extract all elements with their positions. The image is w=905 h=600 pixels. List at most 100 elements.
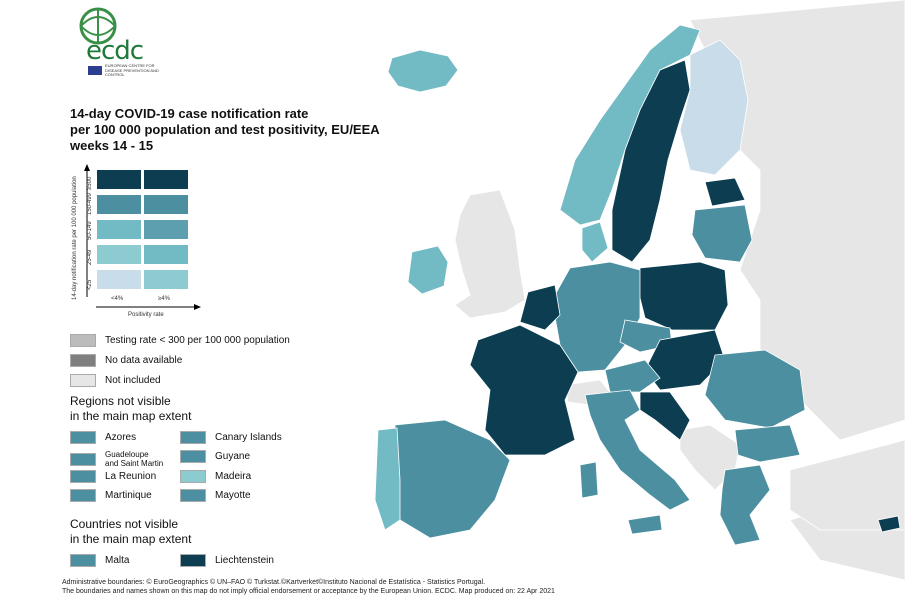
regions-heading-line-1: Regions not visible — [70, 394, 171, 408]
region-martinique-label: Martinique — [105, 490, 152, 501]
matrix-cell — [96, 269, 142, 290]
estonia-region — [704, 177, 746, 207]
legend-notincluded-swatch — [70, 374, 96, 387]
ecdc-logo: ecdc EUROPEAN CENTRE FOR DISEASE PREVENT… — [72, 6, 164, 78]
region-canary-islands: Canary Islands — [180, 431, 282, 444]
matrix-cell — [143, 244, 189, 265]
cyprus-region — [877, 515, 901, 533]
matrix-row-label: 25-49 — [87, 249, 93, 265]
region-guyane-label: Guyane — [215, 451, 251, 462]
title-line-2: per 100 000 population and test positivi… — [70, 122, 380, 137]
region-madeira-swatch — [180, 470, 206, 483]
matrix-col-label: <4% — [111, 296, 124, 302]
country-malta: Malta — [70, 554, 129, 567]
regions-heading: Regions not visible in the main map exte… — [70, 394, 310, 424]
matrix-row-label: 150-499 — [87, 192, 93, 215]
region-guadeloupe-swatch — [70, 452, 96, 466]
romania-region — [704, 349, 806, 429]
footer-line-1: Administrative boundaries: © EuroGeograp… — [62, 579, 486, 586]
region-canary-islands-swatch — [180, 431, 206, 444]
matrix-cell — [96, 169, 142, 190]
legend-testing-label: Testing rate < 300 per 100 000 populatio… — [105, 335, 290, 346]
matrix-cell — [96, 244, 142, 265]
germany-region — [551, 261, 641, 373]
region-la-reunion-label: La Reunion — [105, 471, 157, 482]
region-la-reunion: La Reunion — [70, 470, 156, 483]
france-region — [469, 324, 579, 456]
matrix-cell — [143, 194, 189, 215]
matrix-row-label: ≥500 — [87, 176, 93, 190]
y-axis-arrow-icon — [84, 164, 90, 297]
legend-nodata-label: No data available — [105, 355, 183, 366]
legend-nodata-swatch — [70, 354, 96, 367]
region-azores-label: Azores — [105, 432, 137, 443]
region-guadeloupe-label: Guadeloupe and Saint Martin — [105, 450, 163, 468]
logo-subtitle: EUROPEAN CENTRE FOR DISEASE PREVENTION A… — [105, 63, 159, 77]
portugal-region — [374, 427, 401, 531]
denmark-region — [581, 221, 609, 263]
countries-heading: Countries not visible in the main map ex… — [70, 517, 310, 547]
matrix-y-axis-title: 14-day notification rate per 100 000 pop… — [72, 176, 78, 300]
country-malta-swatch — [70, 554, 96, 567]
matrix-row-label: <25 — [87, 279, 93, 290]
region-guadeloupe-label-line-2: and Saint Martin — [105, 459, 164, 468]
country-liechtenstein: Liechtenstein — [180, 554, 274, 567]
legend-notincluded: Not included — [70, 374, 161, 387]
matrix-row-label: 50-149 — [87, 221, 93, 240]
footer: Administrative boundaries: © EuroGeograp… — [62, 578, 555, 596]
sweden-region — [611, 59, 691, 263]
benelux-region — [519, 284, 561, 331]
legend-notincluded-label: Not included — [105, 375, 161, 386]
uk-region — [454, 189, 526, 319]
country-malta-label: Malta — [105, 555, 130, 566]
croatia-region — [639, 391, 691, 441]
x-axis-arrow-icon — [96, 304, 201, 310]
legend-testing-swatch — [70, 334, 96, 347]
matrix-x-axis-title: Positivity rate — [128, 312, 164, 318]
logo-text: ecdc — [86, 36, 144, 66]
country-liechtenstein-label: Liechtenstein — [215, 555, 274, 566]
footer-line-2: The boundaries and names shown on this m… — [62, 588, 555, 595]
matrix-cell — [143, 169, 189, 190]
region-guadeloupe: Guadeloupe and Saint Martin — [70, 450, 163, 468]
matrix-cell — [143, 219, 189, 240]
map-title: 14-day COVID-19 case notification rate p… — [70, 106, 410, 154]
sardinia-region — [579, 461, 599, 499]
matrix-cell — [96, 219, 142, 240]
finland-region — [679, 39, 749, 176]
latvia-lithuania-region — [691, 204, 753, 263]
bulgaria-region — [734, 424, 801, 463]
title-line-1: 14-day COVID-19 case notification rate — [70, 106, 309, 121]
region-guyane-swatch — [180, 450, 206, 463]
sicily-region — [627, 514, 663, 535]
country-liechtenstein-swatch — [180, 554, 206, 567]
regions-heading-line-2: in the main map extent — [70, 409, 192, 423]
region-la-reunion-swatch — [70, 470, 96, 483]
title-line-3: weeks 14 - 15 — [70, 138, 154, 153]
ireland-region — [407, 245, 449, 295]
region-martinique-swatch — [70, 489, 96, 502]
legend-nodata: No data available — [70, 354, 182, 367]
poland-region — [637, 261, 729, 331]
matrix-cell — [96, 194, 142, 215]
region-guyane: Guyane — [180, 450, 250, 463]
matrix-col-label: ≥4% — [158, 296, 170, 302]
region-azores: Azores — [70, 431, 136, 444]
globe-icon — [79, 7, 117, 45]
eu-flag-icon — [88, 66, 102, 75]
region-mayotte: Mayotte — [180, 489, 251, 502]
region-madeira: Madeira — [180, 470, 251, 483]
greece-region — [719, 464, 771, 546]
countries-heading-line-2: in the main map extent — [70, 532, 192, 546]
region-mayotte-label: Mayotte — [215, 490, 251, 501]
legend-testing: Testing rate < 300 per 100 000 populatio… — [70, 334, 290, 347]
region-martinique: Martinique — [70, 489, 152, 502]
countries-heading-line-1: Countries not visible — [70, 517, 179, 531]
region-mayotte-swatch — [180, 489, 206, 502]
region-canary-islands-label: Canary Islands — [215, 432, 282, 443]
matrix-cell — [143, 269, 189, 290]
region-madeira-label: Madeira — [215, 471, 252, 482]
turkey-region — [789, 439, 905, 531]
non-included-region — [689, 0, 905, 581]
